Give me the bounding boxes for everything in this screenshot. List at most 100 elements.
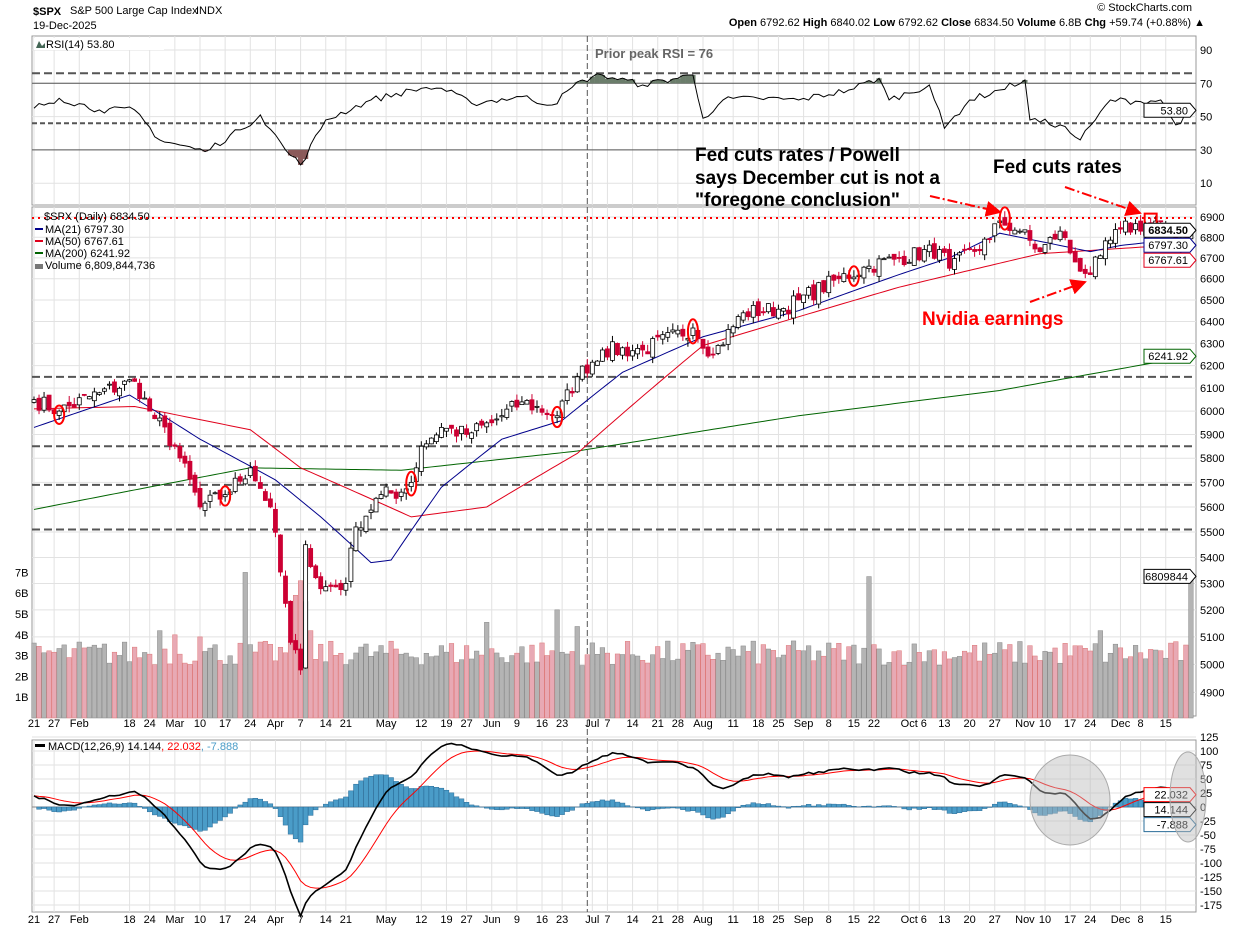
macd-axis-label: -50 (1200, 830, 1216, 842)
macd-histogram-bar (690, 806, 696, 811)
candle-body (916, 247, 922, 261)
volume-bar (1117, 647, 1124, 719)
candle-body (197, 488, 203, 508)
candle-body (594, 360, 600, 366)
macd-histogram-bar (438, 787, 445, 808)
macd-histogram-bar (755, 803, 761, 808)
volume-bar (36, 646, 42, 719)
x-axis-label: 18 (752, 914, 764, 926)
volume-bar (358, 646, 364, 719)
volume-bar (71, 648, 77, 719)
macd-histogram-bar (614, 801, 621, 808)
macd-histogram-bar (323, 803, 329, 808)
macd-histogram-bar (599, 799, 606, 808)
volume-bar (645, 662, 651, 719)
macd-histogram-bar (267, 803, 274, 808)
candle-body (31, 399, 37, 403)
price-axis-label: 5700 (1200, 477, 1224, 489)
volume-bar (559, 651, 565, 719)
macd-histogram-bar (403, 786, 409, 808)
volume-axis-label: 7B (15, 567, 28, 579)
x-axis-label: 6 (921, 914, 927, 926)
price-current-value: 6834.50 (1148, 225, 1188, 237)
rsi-overbought-fill (614, 79, 621, 84)
candle-body (801, 294, 806, 304)
volume-bar (972, 645, 978, 719)
candle-body (117, 387, 122, 397)
candle-body (831, 274, 837, 281)
macd-histogram-bar (594, 801, 601, 808)
x-axis-label: Feb (70, 914, 89, 926)
highlight-oval (405, 470, 418, 497)
x-axis-label: 7 (604, 914, 610, 926)
macd-histogram-bar (1007, 803, 1013, 808)
volume-bar (977, 660, 983, 719)
macd-histogram-bar (971, 806, 978, 812)
volume-bar (936, 664, 942, 719)
volume-bar (448, 643, 455, 719)
candle-body (539, 408, 545, 413)
macd-histogram-bar (539, 806, 545, 814)
x-axis-label: 20 (963, 718, 975, 730)
candle-body (509, 401, 515, 407)
candle-body (122, 380, 127, 385)
candle-body (1097, 255, 1103, 259)
macd-histogram-bar (901, 806, 907, 810)
macd-histogram-bar (951, 806, 958, 814)
candle-body (871, 268, 877, 273)
volume-bar (856, 663, 862, 719)
candle-body (1057, 230, 1063, 241)
volume-bar (66, 657, 72, 719)
candle-body (318, 576, 324, 590)
volume-bar (1168, 642, 1174, 719)
volume-bar (1183, 644, 1189, 719)
volume-bar (775, 657, 781, 719)
volume-bar (403, 652, 409, 719)
volume-bar (393, 648, 399, 719)
rsi-axis-label: 30 (1200, 145, 1212, 157)
x-axis-label: 15 (848, 718, 860, 730)
x-axis-label: 14 (320, 914, 332, 926)
macd-histogram-bar (287, 806, 294, 835)
volume-bar (378, 645, 384, 719)
candle-body (534, 405, 540, 408)
volume-bar (368, 655, 374, 719)
candle-body (760, 311, 766, 314)
candle-body (112, 381, 117, 393)
x-axis-label: 11 (727, 914, 738, 926)
macd-axis-label: -150 (1200, 886, 1222, 898)
x-axis-label: Sep (794, 914, 814, 926)
candle-body (36, 397, 42, 411)
volume-bar (992, 652, 998, 719)
candle-body (1012, 229, 1018, 235)
rsi-overbought-fill (584, 81, 590, 84)
candle-body (383, 486, 389, 497)
volume-bar (806, 645, 812, 719)
volume-axis-label: 6B (15, 588, 28, 600)
macd-histogram-bar (941, 806, 948, 811)
candle-body (237, 476, 243, 482)
candle-body (242, 478, 248, 485)
x-axis-label: 13 (938, 914, 950, 926)
candle-body (469, 432, 475, 439)
rsi-overbought-fill (876, 78, 882, 84)
macd-legend-hist: , -7.888 (201, 741, 238, 753)
volume-bar (197, 636, 203, 719)
x-axis-label: 14 (626, 718, 638, 730)
x-axis-label: 14 (626, 914, 638, 926)
volume-bar (921, 661, 927, 719)
volume-bar (660, 658, 666, 719)
volume-bar (313, 659, 319, 719)
volume-bar (861, 647, 867, 719)
volume-bar (1092, 643, 1098, 719)
x-axis-label: 28 (672, 718, 684, 730)
macd-histogram-bar (836, 804, 842, 808)
volume-bar (423, 652, 429, 719)
candle-body (765, 303, 771, 313)
macd-histogram-bar (308, 806, 314, 816)
macd-histogram-bar (816, 804, 822, 808)
highlight-oval (847, 265, 860, 287)
volume-bar (946, 658, 953, 719)
volume-bar (811, 660, 817, 719)
macd-histogram-bar (277, 806, 284, 817)
